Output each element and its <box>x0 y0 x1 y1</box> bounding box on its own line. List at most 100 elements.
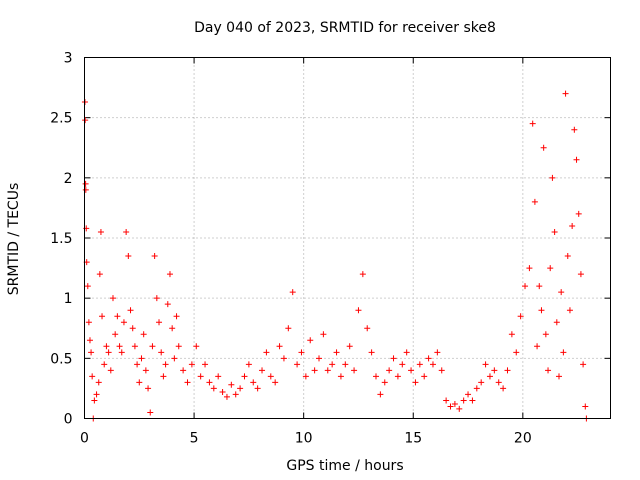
data-point <box>125 253 132 260</box>
data-point <box>276 343 283 350</box>
data-point <box>342 361 349 368</box>
data-point <box>147 409 154 416</box>
data-point <box>551 228 558 235</box>
data-point <box>109 295 116 302</box>
data-point <box>553 319 560 326</box>
data-point <box>508 331 515 338</box>
data-point <box>443 397 450 404</box>
data-point <box>451 401 458 408</box>
y-tick-label: 1.5 <box>50 231 72 247</box>
data-point <box>573 156 580 163</box>
data-point <box>447 403 454 410</box>
data-point <box>562 90 569 97</box>
data-point <box>333 349 340 356</box>
data-point <box>538 307 545 314</box>
data-point <box>495 379 502 386</box>
data-point <box>193 343 200 350</box>
data-point <box>202 361 209 368</box>
data-points <box>81 90 590 422</box>
data-point <box>359 271 366 278</box>
data-point <box>469 397 476 404</box>
data-point <box>416 361 423 368</box>
data-point <box>188 361 195 368</box>
data-point <box>250 379 257 386</box>
data-point <box>151 253 158 260</box>
data-point <box>140 331 147 338</box>
data-point <box>517 313 524 320</box>
data-point <box>171 355 178 362</box>
y-axis-label: SRMTID / TECUs <box>6 183 22 296</box>
data-point <box>294 361 301 368</box>
data-point <box>175 343 182 350</box>
data-point <box>390 355 397 362</box>
data-point <box>267 373 274 380</box>
data-point <box>460 397 467 404</box>
data-point <box>93 391 100 398</box>
data-point <box>153 295 160 302</box>
data-point <box>272 379 279 386</box>
data-point <box>127 307 134 314</box>
data-point <box>138 355 145 362</box>
data-point <box>425 355 432 362</box>
data-point <box>82 180 89 187</box>
data-point <box>169 325 176 332</box>
data-point <box>129 325 136 332</box>
data-point <box>555 373 562 380</box>
data-point <box>429 361 436 368</box>
data-point <box>504 367 511 374</box>
data-point <box>351 367 358 374</box>
data-point <box>465 391 472 398</box>
data-point <box>237 385 244 392</box>
data-point <box>575 210 582 217</box>
data-point <box>542 331 549 338</box>
data-point <box>82 186 89 193</box>
data-point <box>337 373 344 380</box>
data-point <box>241 373 248 380</box>
data-point <box>566 307 573 314</box>
x-tick-label: 0 <box>80 431 89 447</box>
data-point <box>120 319 127 326</box>
chart-title: Day 040 of 2023, SRMTID for receiver ske… <box>194 20 496 36</box>
y-tick-label: 2.5 <box>50 111 72 127</box>
data-point <box>118 349 125 356</box>
data-point <box>473 385 480 392</box>
data-point <box>180 367 187 374</box>
x-tick-label: 15 <box>404 431 422 447</box>
data-point <box>184 379 191 386</box>
data-point <box>107 367 114 374</box>
x-tick-label: 20 <box>514 431 532 447</box>
data-point <box>377 391 384 398</box>
data-point <box>582 403 589 410</box>
data-point <box>219 389 226 396</box>
y-tick-label: 2 <box>64 171 73 187</box>
data-point <box>95 379 102 386</box>
data-point <box>320 331 327 338</box>
data-point <box>534 343 541 350</box>
data-point <box>116 343 123 350</box>
data-point <box>91 397 98 404</box>
data-point <box>285 325 292 332</box>
data-point <box>245 361 252 368</box>
data-point <box>103 343 110 350</box>
data-point <box>149 343 156 350</box>
data-point <box>84 283 91 290</box>
data-point <box>346 343 353 350</box>
data-point <box>311 367 318 374</box>
data-point <box>259 367 266 374</box>
y-tick-label: 1 <box>64 291 73 307</box>
data-point <box>324 367 331 374</box>
data-point <box>164 301 171 308</box>
data-point <box>123 228 130 235</box>
data-point <box>434 349 441 356</box>
y-tick-label: 0 <box>64 412 73 428</box>
y-tick-label: 3 <box>64 51 73 67</box>
data-point <box>101 361 108 368</box>
data-point <box>82 117 89 124</box>
data-point <box>513 349 520 356</box>
data-point <box>329 361 336 368</box>
data-point <box>136 379 143 386</box>
data-point <box>316 355 323 362</box>
data-point <box>145 385 152 392</box>
data-point <box>545 367 552 374</box>
grid <box>84 57 611 419</box>
